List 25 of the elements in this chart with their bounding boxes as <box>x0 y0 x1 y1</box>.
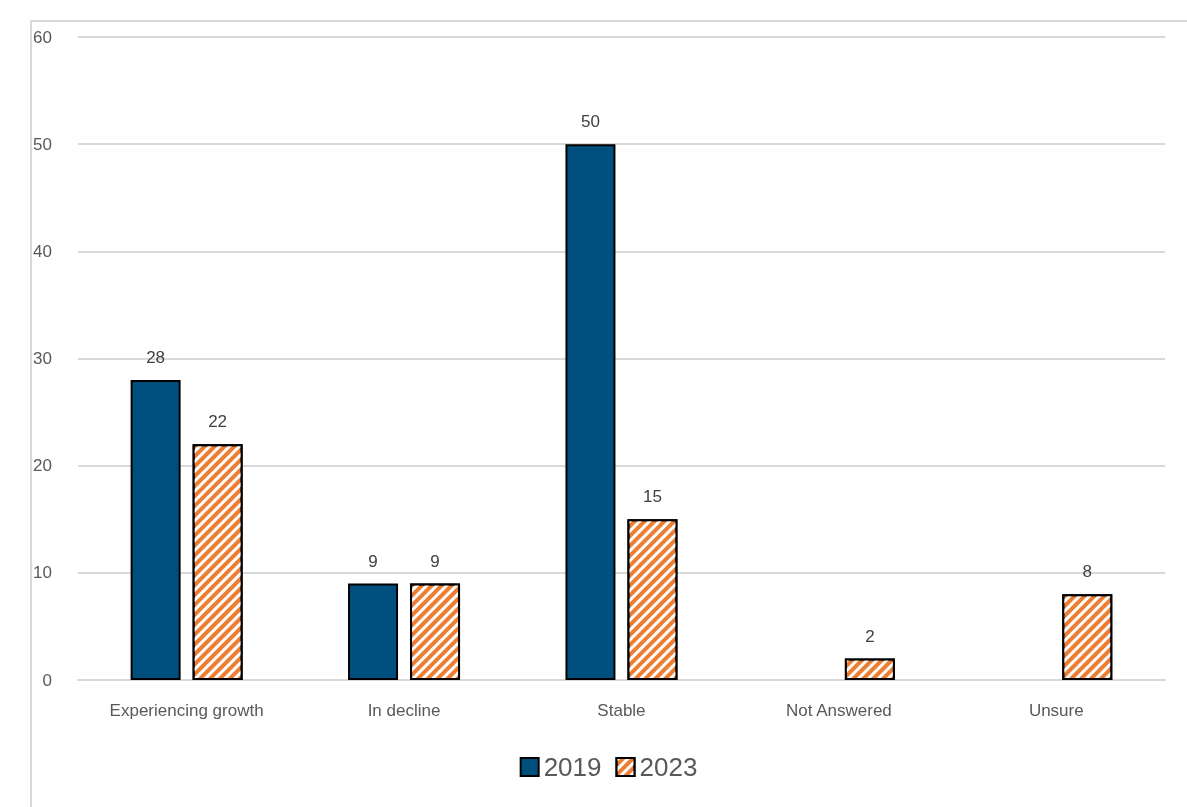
data-label: 28 <box>146 347 166 367</box>
y-tick-label: 10 <box>32 563 52 583</box>
y-tick-label: 50 <box>32 134 52 154</box>
data-label: 9 <box>368 551 378 571</box>
y-tick-label: 0 <box>42 670 52 690</box>
data-label: 50 <box>580 112 600 132</box>
bar <box>348 583 399 680</box>
x-tick-label: Not Answered <box>785 701 892 720</box>
x-tick-label: Experiencing growth <box>109 701 264 720</box>
legend-label: 2019 <box>543 752 602 782</box>
x-tick-label: In decline <box>367 701 441 720</box>
x-tick-label: Unsure <box>1028 701 1084 720</box>
data-label: 15 <box>642 487 662 507</box>
bar <box>565 144 616 680</box>
bar <box>130 379 181 680</box>
data-label: 22 <box>208 412 228 432</box>
y-tick-label: 60 <box>32 27 52 47</box>
data-label: 8 <box>1082 562 1093 582</box>
y-tick-label: 20 <box>32 456 52 476</box>
x-tick-label: Stable <box>597 701 646 720</box>
data-label: 2 <box>865 626 875 646</box>
legend-label: 2023 <box>639 752 698 782</box>
y-tick-label: 30 <box>32 349 52 368</box>
data-label: 9 <box>430 551 440 571</box>
y-tick-label: 40 <box>32 241 52 261</box>
